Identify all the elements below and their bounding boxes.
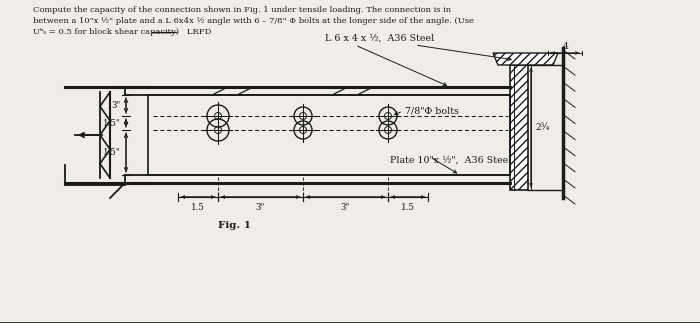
Text: Uᵇₛ = 0.5 for block shear capacity)   LRFD: Uᵇₛ = 0.5 for block shear capacity) LRFD bbox=[33, 28, 211, 36]
Text: 2¾: 2¾ bbox=[535, 123, 550, 132]
Text: Fig. 1: Fig. 1 bbox=[218, 221, 251, 230]
Bar bbox=[510, 65, 528, 190]
Text: 3": 3" bbox=[256, 203, 265, 212]
Text: 1.5": 1.5" bbox=[103, 119, 121, 128]
Text: 3": 3" bbox=[111, 101, 121, 110]
Text: 3": 3" bbox=[341, 203, 350, 212]
Text: 7/8"Φ bolts: 7/8"Φ bolts bbox=[405, 107, 459, 116]
Text: Compute the capacity of the connection shown in Fig. 1 under tensile loading. Th: Compute the capacity of the connection s… bbox=[33, 6, 451, 14]
Text: 4: 4 bbox=[563, 42, 569, 51]
Text: 1.5: 1.5 bbox=[191, 203, 205, 212]
Text: between a 10"x ½" plate and a L 6x4x ½ angle with 6 – 7/8" Φ bolts at the longer: between a 10"x ½" plate and a L 6x4x ½ a… bbox=[33, 17, 474, 25]
Text: 1.5": 1.5" bbox=[103, 148, 121, 157]
Text: 1.5: 1.5 bbox=[401, 203, 415, 212]
Polygon shape bbox=[493, 53, 558, 65]
Text: Plate 10"x ½",  A36 Steel: Plate 10"x ½", A36 Steel bbox=[390, 155, 512, 164]
Text: L 6 x 4 x ½,  A36 Steel: L 6 x 4 x ½, A36 Steel bbox=[326, 34, 435, 43]
